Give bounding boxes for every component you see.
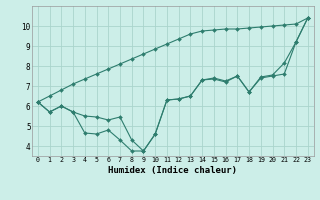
X-axis label: Humidex (Indice chaleur): Humidex (Indice chaleur): [108, 166, 237, 175]
